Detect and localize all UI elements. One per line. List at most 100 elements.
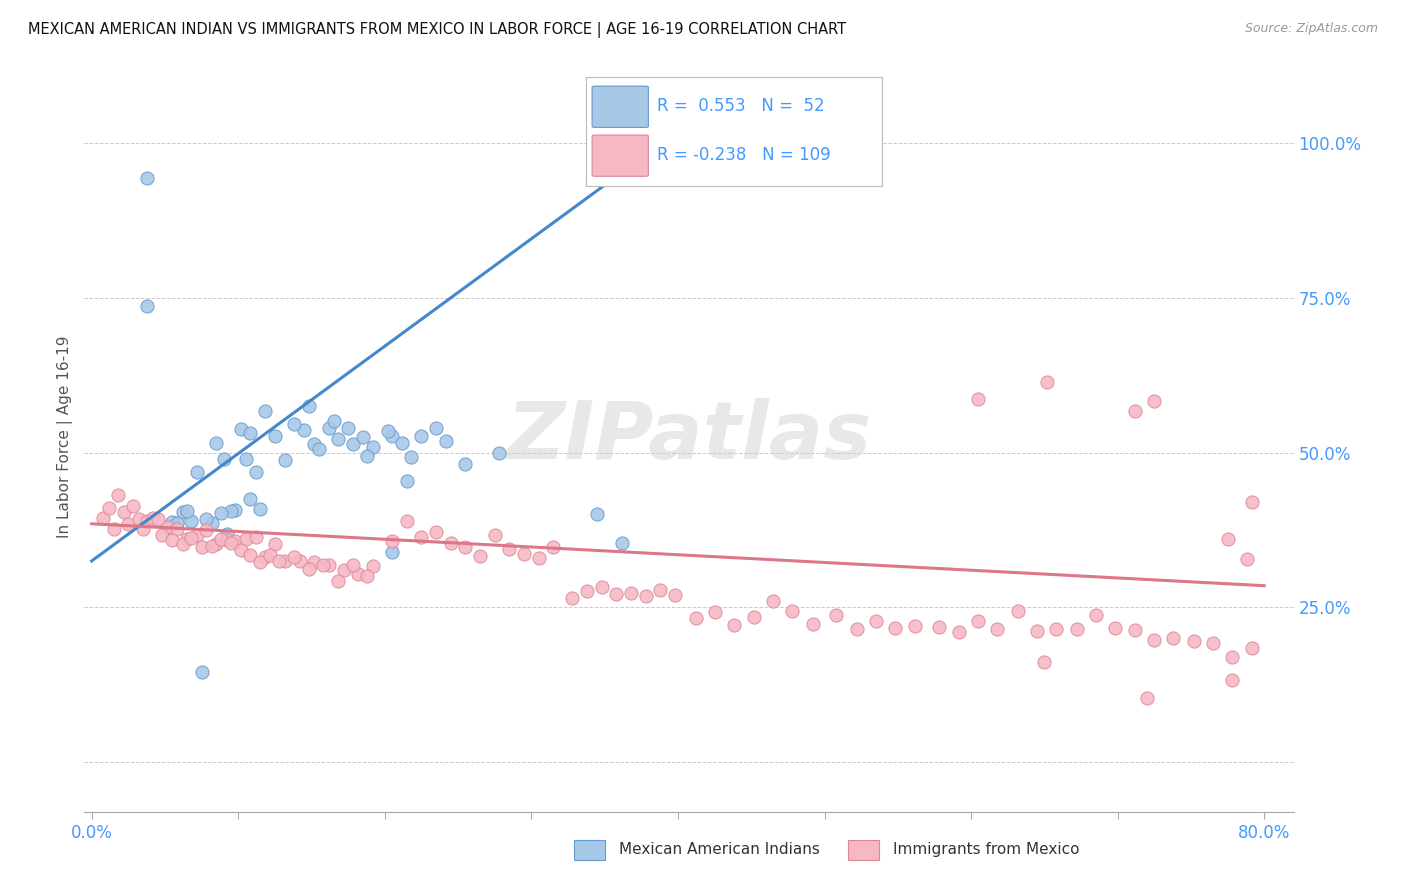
Point <box>172 536 194 550</box>
Point <box>591 580 613 594</box>
Point <box>205 537 228 551</box>
Point <box>425 421 447 435</box>
Point <box>304 555 326 569</box>
Point <box>297 399 319 413</box>
Point <box>1163 632 1185 646</box>
Point <box>576 584 599 599</box>
Point <box>219 536 242 550</box>
Point <box>212 452 235 467</box>
Point <box>825 607 848 622</box>
Point <box>395 474 418 488</box>
Point <box>190 665 212 679</box>
Point <box>440 536 463 550</box>
Point <box>231 543 253 558</box>
Point <box>904 618 927 632</box>
Point <box>283 550 305 565</box>
Point <box>186 465 208 479</box>
Point <box>1123 623 1146 637</box>
Point <box>1182 634 1205 648</box>
Point <box>326 574 349 588</box>
Point <box>239 548 262 562</box>
Point <box>356 449 378 463</box>
Point <box>156 520 179 534</box>
Point <box>245 466 267 480</box>
Point <box>136 171 159 186</box>
Point <box>650 583 672 598</box>
Point <box>269 554 291 568</box>
Point <box>1220 673 1243 687</box>
Point <box>1241 495 1264 509</box>
Text: Mexican American Indians: Mexican American Indians <box>619 842 820 856</box>
Point <box>342 558 364 572</box>
Text: Source: ZipAtlas.com: Source: ZipAtlas.com <box>1244 22 1378 36</box>
Point <box>434 434 457 448</box>
Point <box>205 436 228 450</box>
Point <box>1033 655 1056 669</box>
Point <box>103 522 125 536</box>
Point <box>543 540 565 554</box>
Point <box>527 551 550 566</box>
Point <box>377 424 399 438</box>
Point <box>224 502 246 516</box>
Point <box>136 300 159 314</box>
Point <box>586 507 609 521</box>
Point <box>1143 632 1166 647</box>
Point <box>274 554 297 568</box>
Point <box>172 505 194 519</box>
Point <box>201 516 224 531</box>
Point <box>180 514 202 528</box>
Point <box>1084 607 1107 622</box>
Point <box>253 403 276 417</box>
Point <box>318 558 340 572</box>
Point <box>195 511 218 525</box>
Point <box>162 515 184 529</box>
Point <box>186 528 208 542</box>
Point <box>484 528 506 542</box>
Point <box>274 452 297 467</box>
Point <box>488 446 510 460</box>
Point <box>219 504 242 518</box>
Point <box>865 614 887 628</box>
Point <box>326 432 349 446</box>
Point <box>297 562 319 576</box>
Point <box>142 511 165 525</box>
Point <box>235 451 257 466</box>
Point <box>239 425 262 440</box>
Point <box>166 522 188 536</box>
Point <box>259 549 281 563</box>
Point <box>381 429 404 443</box>
Point <box>1202 635 1225 649</box>
Point <box>333 563 356 577</box>
Point <box>264 537 287 551</box>
Point <box>1036 375 1059 389</box>
Point <box>1143 394 1166 409</box>
Point <box>249 502 271 516</box>
Point <box>381 544 404 558</box>
Point <box>399 450 422 464</box>
Point <box>215 527 238 541</box>
Point <box>498 542 520 557</box>
Point <box>612 536 634 550</box>
Point <box>742 609 765 624</box>
Point <box>986 623 1008 637</box>
Point <box>146 512 169 526</box>
Point <box>288 554 311 568</box>
Point <box>356 569 378 583</box>
Point <box>352 430 374 444</box>
Point <box>209 533 232 547</box>
Point <box>454 540 477 554</box>
Point <box>967 614 990 628</box>
Point <box>361 440 384 454</box>
Point <box>454 457 477 471</box>
Point <box>249 555 271 569</box>
Point <box>347 567 370 582</box>
Y-axis label: In Labor Force | Age 16-19: In Labor Force | Age 16-19 <box>58 335 73 539</box>
Point <box>664 588 686 602</box>
Point <box>93 511 115 525</box>
Point <box>513 547 536 561</box>
Text: ZIPatlas: ZIPatlas <box>506 398 872 476</box>
Point <box>361 558 384 573</box>
Point <box>381 533 404 548</box>
Text: MEXICAN AMERICAN INDIAN VS IMMIGRANTS FROM MEXICO IN LABOR FORCE | AGE 16-19 COR: MEXICAN AMERICAN INDIAN VS IMMIGRANTS FR… <box>28 22 846 38</box>
Point <box>318 421 340 435</box>
